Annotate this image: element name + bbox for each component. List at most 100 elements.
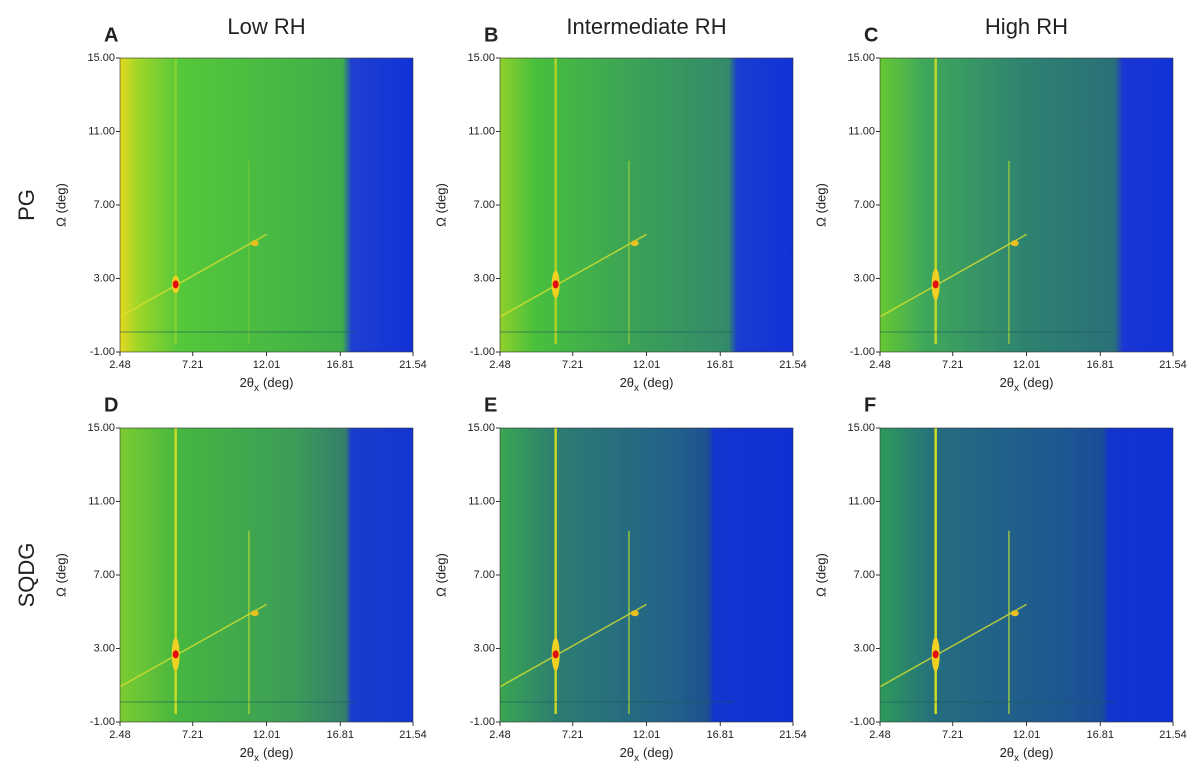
y-tick-label: -1.00 (470, 346, 495, 358)
x-axis-label-sub: x (634, 383, 639, 394)
x-axis-label-unit: (deg) (1023, 745, 1053, 760)
x-axis-label: 2θx (deg) (240, 745, 294, 763)
x-tick-label: 2.48 (109, 729, 130, 741)
x-axis-label-sub: x (254, 753, 259, 764)
heatmap-image (500, 58, 793, 352)
x-axis-label-unit: (deg) (643, 375, 673, 390)
column-title: Low RH (227, 14, 305, 39)
panel-label: A (104, 24, 118, 46)
x-tick-label: 12.01 (253, 729, 281, 741)
y-axis-label: Ω (deg) (813, 183, 828, 227)
streak (499, 603, 647, 688)
y-axis-label: Ω (deg) (53, 183, 68, 227)
x-tick-label: 12.01 (633, 729, 661, 741)
streak (119, 233, 267, 318)
panel-label: C (864, 24, 878, 46)
y-axis-label: Ω (deg) (433, 183, 448, 227)
x-axis-label-sub: x (1014, 753, 1019, 764)
x-tick-label: 2.48 (109, 359, 130, 371)
peak (1010, 610, 1019, 617)
x-axis-label-main: 2θ (240, 745, 254, 760)
y-tick-label: 3.00 (474, 642, 495, 654)
heatmap-image (500, 428, 793, 722)
y-tick-label: 15.00 (847, 422, 875, 434)
x-tick-label: 21.54 (1159, 729, 1187, 741)
heatmap-image (120, 428, 413, 722)
x-axis-label-unit: (deg) (1023, 375, 1053, 390)
panel-label: F (864, 394, 876, 416)
x-axis-label-main: 2θ (240, 375, 254, 390)
peak (172, 280, 179, 289)
y-tick-label: 3.00 (94, 642, 115, 654)
y-tick-label: 11.00 (848, 125, 875, 137)
x-tick-label: 12.01 (633, 359, 661, 371)
peak (172, 650, 179, 659)
peak (932, 650, 939, 659)
heatmap-image (120, 58, 413, 352)
x-tick-label: 12.01 (1013, 359, 1041, 371)
streak (499, 233, 647, 318)
x-axis-label-sub: x (634, 753, 639, 764)
heatmap-panel (499, 57, 794, 353)
peak (552, 280, 559, 289)
x-axis-label-sub: x (1014, 383, 1019, 394)
x-tick-label: 2.48 (489, 729, 510, 741)
peak (1010, 240, 1019, 247)
x-axis-label-main: 2θ (1000, 745, 1014, 760)
panel-label: B (484, 24, 498, 46)
y-tick-label: 11.00 (88, 125, 115, 137)
peak (552, 650, 559, 659)
y-tick-label: 15.00 (467, 422, 495, 434)
peak (250, 610, 259, 617)
streak (119, 603, 267, 688)
x-tick-label: 12.01 (253, 359, 281, 371)
x-tick-label: 21.54 (1159, 359, 1187, 371)
y-tick-label: 15.00 (467, 52, 495, 64)
x-tick-label: 7.21 (182, 729, 203, 741)
y-tick-label: 7.00 (854, 199, 875, 211)
y-axis-label: Ω (deg) (433, 553, 448, 597)
streak (879, 603, 1027, 688)
heatmap-image (880, 58, 1173, 352)
y-tick-label: -1.00 (850, 716, 875, 728)
row-label: SQDG (14, 543, 39, 608)
y-tick-label: 11.00 (88, 495, 115, 507)
y-tick-label: -1.00 (470, 716, 495, 728)
heatmap-panel (119, 427, 414, 723)
y-tick-label: 7.00 (94, 199, 115, 211)
x-axis-label-unit: (deg) (263, 745, 293, 760)
x-tick-label: 21.54 (779, 359, 807, 371)
x-tick-label: 7.21 (942, 729, 963, 741)
x-tick-label: 2.48 (869, 729, 890, 741)
streak (879, 233, 1027, 318)
x-axis-label: 2θx (deg) (1000, 745, 1054, 763)
x-tick-label: 16.81 (707, 729, 735, 741)
y-tick-label: 7.00 (474, 569, 495, 581)
y-tick-label: -1.00 (850, 346, 875, 358)
x-tick-label: 21.54 (399, 729, 427, 741)
y-tick-label: 15.00 (87, 52, 115, 64)
y-tick-label: -1.00 (90, 346, 115, 358)
x-tick-label: 21.54 (779, 729, 807, 741)
x-tick-label: 7.21 (562, 729, 583, 741)
x-axis-label: 2θx (deg) (620, 745, 674, 763)
heatmap-panel (879, 427, 1174, 723)
row-label: PG (14, 189, 39, 221)
y-tick-label: 3.00 (94, 272, 115, 284)
y-tick-label: 3.00 (854, 642, 875, 654)
y-tick-label: 15.00 (847, 52, 875, 64)
y-axis-label: Ω (deg) (813, 553, 828, 597)
x-tick-label: 7.21 (182, 359, 203, 371)
x-tick-label: 16.81 (707, 359, 735, 371)
y-tick-label: 11.00 (848, 495, 875, 507)
column-title: Intermediate RH (566, 14, 726, 39)
peak (932, 280, 939, 289)
y-tick-label: 3.00 (474, 272, 495, 284)
peak (630, 610, 639, 617)
heatmap-panel (499, 427, 794, 723)
y-tick-label: 15.00 (87, 422, 115, 434)
heatmap-image (880, 428, 1173, 722)
x-axis-label: 2θx (deg) (620, 375, 674, 393)
x-tick-label: 2.48 (869, 359, 890, 371)
